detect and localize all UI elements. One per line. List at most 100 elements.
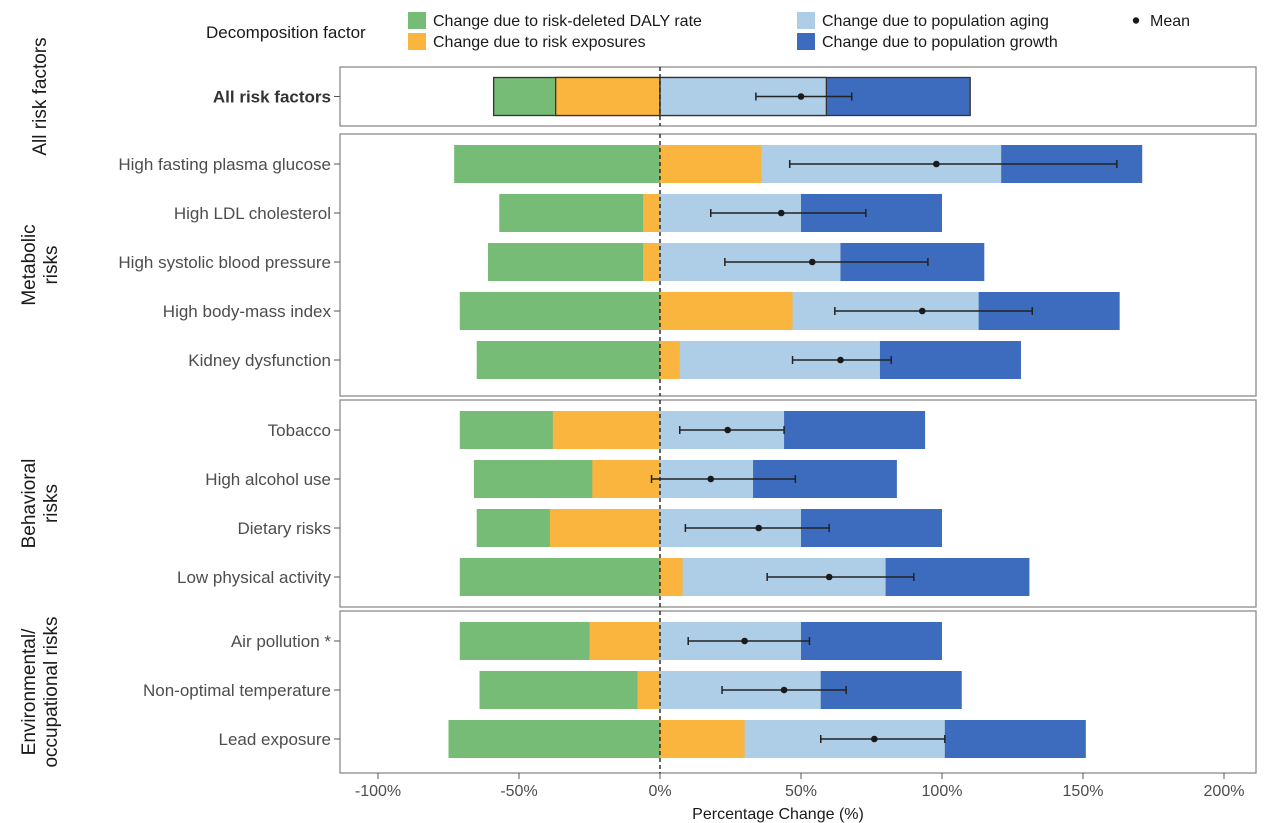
row-high-body-mass-index: High body-mass index xyxy=(163,292,1120,330)
mean-point xyxy=(918,307,926,315)
mean-point xyxy=(837,356,844,364)
x-tick: 150% xyxy=(1063,773,1104,800)
legend: Decomposition factor Change due to risk-d… xyxy=(206,12,1190,51)
mean-interval xyxy=(791,356,892,364)
row-dietary-risks: Dietary risks xyxy=(237,509,942,547)
bar-risk-exposures xyxy=(660,341,680,379)
mean-point xyxy=(825,573,833,581)
legend-swatch xyxy=(797,33,815,50)
legend-item-change-due-to-population-aging: Change due to population aging xyxy=(797,12,1049,30)
legend-mean-marker xyxy=(1132,17,1140,24)
category-label: Low physical activity xyxy=(177,568,332,587)
mean-interval xyxy=(766,573,915,581)
row-high-fasting-plasma-glucose: High fasting plasma glucose xyxy=(118,145,1143,183)
row-high-systolic-blood-pressure: High systolic blood pressure xyxy=(118,243,985,281)
mean-interval xyxy=(755,92,853,101)
x-axis-title: Percentage Change (%) xyxy=(692,806,864,823)
mean-interval xyxy=(819,735,946,743)
category-label: Lead exposure xyxy=(219,730,331,749)
facet-label: Environmental/occupational risks xyxy=(19,616,62,767)
row-air-pollution: Air pollution * xyxy=(231,622,942,660)
legend-item-mean: Mean xyxy=(1132,13,1190,30)
bar-risk-exposures xyxy=(637,671,660,709)
bar-risk-deleted-daly-rate xyxy=(476,341,660,379)
facet-label: All risk factors xyxy=(30,37,51,155)
x-tick-label: 100% xyxy=(922,783,963,800)
x-tick-label: 50% xyxy=(785,783,817,800)
bar-risk-deleted-daly-rate xyxy=(454,145,660,183)
legend-swatch xyxy=(797,12,815,29)
legend-title: Decomposition factor xyxy=(206,23,366,42)
legend-item-change-due-to-risk-exposures: Change due to risk exposures xyxy=(408,33,646,51)
legend-label: Mean xyxy=(1150,13,1190,30)
row-low-physical-activity: Low physical activity xyxy=(177,558,1030,596)
legend-item-change-due-to-risk-deleted-daly-rate: Change due to risk-deleted DALY rate xyxy=(408,12,702,30)
category-label: Non-optimal temperature xyxy=(143,681,331,700)
x-tick: 200% xyxy=(1204,773,1244,800)
legend-swatch xyxy=(408,12,426,29)
x-tick: 0% xyxy=(648,773,672,800)
x-tick-label: -50% xyxy=(500,783,537,800)
x-tick: 50% xyxy=(785,773,817,800)
category-label: Tobacco xyxy=(268,421,331,440)
mean-interval xyxy=(710,209,867,217)
x-axis: -100% -50% 0% 50% 100% 150% 200% Percentage Cha… xyxy=(355,773,1244,823)
panel-environmental-occupational-risks: Environmental/occupational risks Air poll… xyxy=(19,610,1257,774)
bar-risk-deleted-daly-rate xyxy=(499,194,660,232)
row-high-ldl-cholesterol: High LDL cholesterol xyxy=(174,194,942,232)
category-label: High fasting plasma glucose xyxy=(118,155,331,174)
facet-label: Behavioralrisks xyxy=(19,459,62,549)
chart-panels: All risk factors All risk factorsMetaboli… xyxy=(19,37,1257,774)
panel-behavioral-risks: Behavioralrisks Tobacco High alcohol use Di… xyxy=(19,399,1257,608)
bar-risk-deleted-daly-rate xyxy=(459,292,660,330)
x-tick: -50% xyxy=(500,773,538,800)
bar-risk-exposures xyxy=(555,76,661,117)
category-label: High LDL cholesterol xyxy=(174,204,331,223)
bar-risk-deleted-daly-rate xyxy=(479,671,660,709)
panel-metabolic-risks: Metabolicrisks High fasting plasma glucos… xyxy=(19,133,1257,397)
mean-interval xyxy=(687,637,811,645)
panel-all-risk-factors: All risk factors All risk factors xyxy=(30,37,1257,156)
x-tick-label: -100% xyxy=(355,783,401,800)
category-label: All risk factors xyxy=(213,88,331,107)
mean-interval xyxy=(650,475,797,483)
bar-risk-deleted-daly-rate xyxy=(459,558,660,596)
bar-risk-deleted-daly-rate xyxy=(487,243,660,281)
bar-risk-exposures xyxy=(643,194,660,232)
mean-point xyxy=(933,160,940,168)
bar-risk-exposures xyxy=(660,720,745,758)
x-tick: 100% xyxy=(922,773,963,800)
bar-risk-exposures xyxy=(660,558,683,596)
mean-interval xyxy=(788,160,1118,168)
category-label: Air pollution * xyxy=(231,632,332,651)
mean-point xyxy=(755,524,762,532)
legend-swatch xyxy=(408,33,426,50)
bar-risk-exposures xyxy=(660,292,793,330)
bar-risk-exposures xyxy=(592,460,660,498)
legend-label: Change due to population aging xyxy=(822,13,1049,30)
legend-label: Change due to risk-deleted DALY rate xyxy=(433,13,702,30)
bar-risk-deleted-daly-rate xyxy=(448,720,660,758)
bar-risk-exposures xyxy=(643,243,660,281)
x-tick-label: 150% xyxy=(1063,783,1104,800)
mean-point xyxy=(741,637,748,645)
facet-label: Metabolicrisks xyxy=(19,224,62,305)
mean-point xyxy=(724,426,731,434)
row-tobacco: Tobacco xyxy=(268,411,926,449)
category-label: Dietary risks xyxy=(237,519,331,538)
mean-point xyxy=(871,735,878,743)
legend-label: Change due to risk exposures xyxy=(433,34,646,51)
category-label: High systolic blood pressure xyxy=(118,253,331,272)
legend-label: Change due to population growth xyxy=(822,34,1058,51)
legend-item-change-due-to-population-growth: Change due to population growth xyxy=(797,33,1058,51)
mean-point xyxy=(808,258,816,266)
bar-risk-exposures xyxy=(552,411,660,449)
category-label: High alcohol use xyxy=(205,470,331,489)
row-non-optimal-temperature: Non-optimal temperature xyxy=(143,671,962,709)
row-kidney-dysfunction: Kidney dysfunction xyxy=(188,341,1021,379)
mean-point xyxy=(777,209,785,217)
x-tick-label: 0% xyxy=(648,783,671,800)
mean-interval xyxy=(721,686,847,694)
mean-point xyxy=(797,93,805,100)
